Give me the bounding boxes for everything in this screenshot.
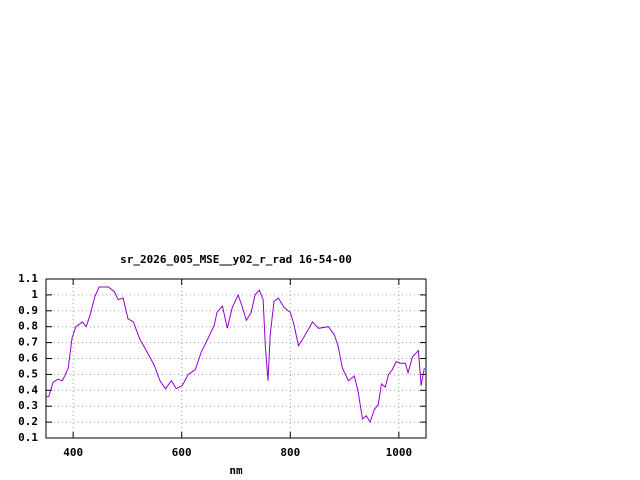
y-tick-label: 0.7 xyxy=(18,336,38,349)
x-tick-label: 800 xyxy=(280,446,300,459)
plot-border xyxy=(45,278,427,439)
y-tick-label: 0.8 xyxy=(18,320,38,333)
x-tick-label: 1000 xyxy=(386,446,413,459)
y-tick-label: 0.5 xyxy=(18,367,38,380)
y-tick-label: 0.4 xyxy=(18,383,38,396)
y-tick-label: 0.1 xyxy=(18,431,38,444)
y-tick-label: 0.2 xyxy=(18,415,38,428)
x-tick-label: 400 xyxy=(63,446,83,459)
x-axis-label: nm xyxy=(229,464,243,477)
y-tick-label: 0.3 xyxy=(18,399,38,412)
x-tick-label: 600 xyxy=(172,446,192,459)
y-tick-label: 1 xyxy=(31,288,38,301)
chart-title: sr_2026_005_MSE__y02_r_rad 16-54-00 xyxy=(120,253,352,266)
y-tick-label: 1.1 xyxy=(18,272,38,285)
data-line xyxy=(46,286,425,424)
y-tick-label: 0.6 xyxy=(18,352,38,365)
y-tick-label: 0.9 xyxy=(18,304,38,317)
